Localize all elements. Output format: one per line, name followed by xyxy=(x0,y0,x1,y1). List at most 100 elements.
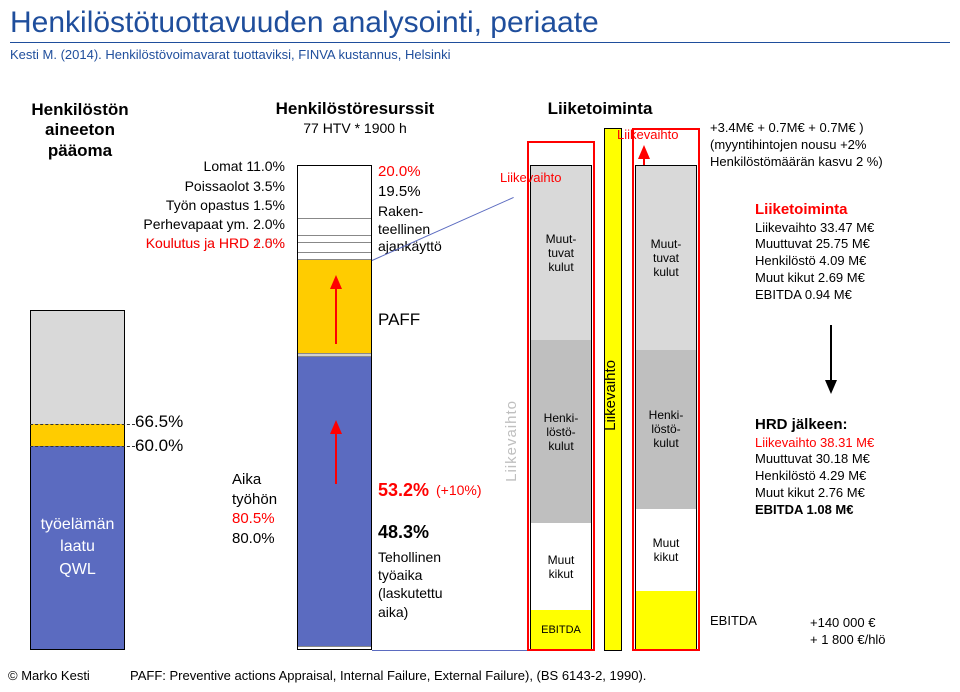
lt1-hr: Henki- löstö- kulut xyxy=(531,340,591,524)
left-h1: Henkilöstön xyxy=(31,100,128,119)
lt1-var: Muut- tuvat kulut xyxy=(531,166,591,340)
dash-665 xyxy=(30,424,135,425)
left-h2: aineeton xyxy=(45,120,115,139)
lt-bar-2: Muut- tuvat kulut Henki- löstö- kulut Mu… xyxy=(635,165,697,650)
hr-bar xyxy=(297,165,372,650)
lt1-muut: Muut kikut xyxy=(531,523,591,610)
lv-yellow-label: Liikevaihto xyxy=(602,360,619,431)
aika-arrow xyxy=(330,420,342,484)
page-title: Henkilöstötuottavuuden analysointi, peri… xyxy=(0,0,960,40)
aika-label: Aika työhön 80.5% 80.0% xyxy=(232,470,277,548)
lt1-var-l2: tuvat xyxy=(531,246,591,260)
calc: +3.4M€ + 0.7M€ + 0.7M€ ) xyxy=(710,120,864,135)
hr-opast xyxy=(298,236,371,243)
hrd-eb: EBITDA 1.08 M€ xyxy=(755,502,854,517)
teho-l3: (laskutettu xyxy=(378,585,443,601)
lt1-mk-l2: kikut xyxy=(531,567,591,581)
lbl-poissa: Poissaolot 3.5% xyxy=(105,178,285,194)
lt-eb: EBITDA 0.94 M€ xyxy=(755,287,852,302)
hrd-mv: Muuttuvat 30.18 M€ xyxy=(755,451,870,466)
lt-hk: Henkilöstö 4.09 M€ xyxy=(755,253,866,268)
lt1-mk-l1: Muut xyxy=(531,553,591,567)
lt-lv: Liikevaihto 33.47 M€ xyxy=(755,220,874,235)
lt1-lvlabel: Liikevaihto xyxy=(500,170,561,185)
right-calc: +3.4M€ + 0.7M€ + 0.7M€ ) (myyntihintojen… xyxy=(710,120,883,171)
lt2-muut: Muut kikut xyxy=(636,509,696,591)
teho-label: Tehollinen työaika (laskutettu aika) xyxy=(378,548,443,621)
hr-h1: Henkilöstöresurssit xyxy=(276,99,435,118)
teho-l2: työaika xyxy=(378,567,422,583)
teho-l4: aika) xyxy=(378,604,408,620)
lt-bar-1: Muut- tuvat kulut Henki- löstö- kulut Mu… xyxy=(530,165,592,650)
aika-l4: 80.0% xyxy=(232,530,275,547)
lt2-mk-l2: kikut xyxy=(636,550,696,564)
lbl-lomat: Lomat 11.0% xyxy=(105,158,285,174)
right-hrd: HRD jälkeen: Liikevaihto 38.31 M€ Muuttu… xyxy=(755,415,874,519)
qwl-l3: QWL xyxy=(59,559,95,581)
page-subtitle: Kesti M. (2014). Henkilöstövoimavarat tu… xyxy=(0,43,960,62)
paff-label: PAFF xyxy=(378,310,420,330)
right-plus: +140 000 € + 1 800 €/hlö xyxy=(810,615,886,649)
lbl-koul: Koulutus ja HRD 2.0% xyxy=(80,235,285,251)
qwl-bot: työelämän laatu QWL xyxy=(31,446,124,649)
pct-600: 60.0% xyxy=(135,436,183,456)
lt1-ebitda: EBITDA xyxy=(531,610,591,649)
lt2-var-l2: tuvat xyxy=(636,251,696,265)
lt2-var-l1: Muut- xyxy=(636,237,696,251)
hr-perhe xyxy=(298,243,371,253)
pct-483: 48.3% xyxy=(378,522,429,543)
hr-aika xyxy=(298,357,371,647)
aika-l1: Aika xyxy=(232,471,261,488)
hr-header: Henkilöstöresurssit 77 HTV * 1900 h xyxy=(255,100,455,137)
plus-l2: + 1 800 €/hlö xyxy=(810,632,886,647)
lbl-perhe: Perhevapaat ym. 2.0% xyxy=(105,216,285,232)
lt1-var-l3: kulut xyxy=(531,260,591,274)
qwl-l1: työelämän xyxy=(41,514,115,536)
qwl-top xyxy=(31,311,124,424)
lt-lv-top: Liikevaihto xyxy=(617,127,678,142)
hr-koul xyxy=(298,253,371,260)
lt2-var-l3: kulut xyxy=(636,265,696,279)
lt1-hr-l1: Henki- xyxy=(531,411,591,425)
teho-l1: Tehollinen xyxy=(378,549,441,565)
hrd-hk: Henkilöstö 4.29 M€ xyxy=(755,468,866,483)
left-h3: pääoma xyxy=(48,141,112,160)
right-lt: Liiketoiminta Liikevaihto 33.47 M€ Muutt… xyxy=(755,200,874,304)
lt2-hr: Henki- löstö- kulut xyxy=(636,350,696,509)
qwl-bar: työelämän laatu QWL xyxy=(30,310,125,650)
lt-mk: Muut kikut 2.69 M€ xyxy=(755,270,865,285)
hr-h2: 77 HTV * 1900 h xyxy=(303,120,407,136)
qwl-mid xyxy=(31,424,124,446)
qwl-l2: laatu xyxy=(60,536,95,558)
copyright: © Marko Kesti xyxy=(8,668,90,683)
footer: PAFF: Preventive actions Appraisal, Inte… xyxy=(130,668,646,683)
lt2-hr-l3: kulut xyxy=(636,436,696,450)
lt1-var-l1: Muut- xyxy=(531,232,591,246)
lt-header: Liiketoiminta xyxy=(520,100,680,119)
rak-l2: teellinen xyxy=(378,221,430,237)
hr-poissa xyxy=(298,219,371,236)
lt2-ebitda xyxy=(636,591,696,649)
lbl-opastus: Työn opastus 1.5% xyxy=(105,197,285,213)
hr-lomat xyxy=(298,166,371,219)
aika-l2: työhön xyxy=(232,491,277,508)
pct-665: 66.5% xyxy=(135,412,183,432)
down-arrow xyxy=(825,325,837,394)
paff-arrow xyxy=(330,275,342,344)
note2: Henkilöstömäärän kasvu 2 %) xyxy=(710,154,883,169)
aika-l3: 80.5% xyxy=(232,510,275,527)
hrd-lv: Liikevaihto 38.31 M€ xyxy=(755,435,874,450)
pct-195: 19.5% xyxy=(378,183,421,200)
hrd-head: HRD jälkeen: xyxy=(755,416,848,433)
lt2-var: Muut- tuvat kulut xyxy=(636,166,696,350)
rak-label: Raken- teellinen ajankäyttö xyxy=(378,203,442,256)
hrd-mk: Muut kikut 2.76 M€ xyxy=(755,485,865,500)
guide-2 xyxy=(372,650,527,651)
note1: (myyntihintojen nousu +2% xyxy=(710,137,866,152)
plus-l1: +140 000 € xyxy=(810,615,875,630)
lt2-hr-l1: Henki- xyxy=(636,408,696,422)
lt1-vert: Liikevaihto xyxy=(503,400,520,482)
left-heading: Henkilöstön aineeton pääoma xyxy=(10,100,150,161)
lt-head: Liiketoiminta xyxy=(755,201,848,218)
dash-600 xyxy=(30,446,135,447)
